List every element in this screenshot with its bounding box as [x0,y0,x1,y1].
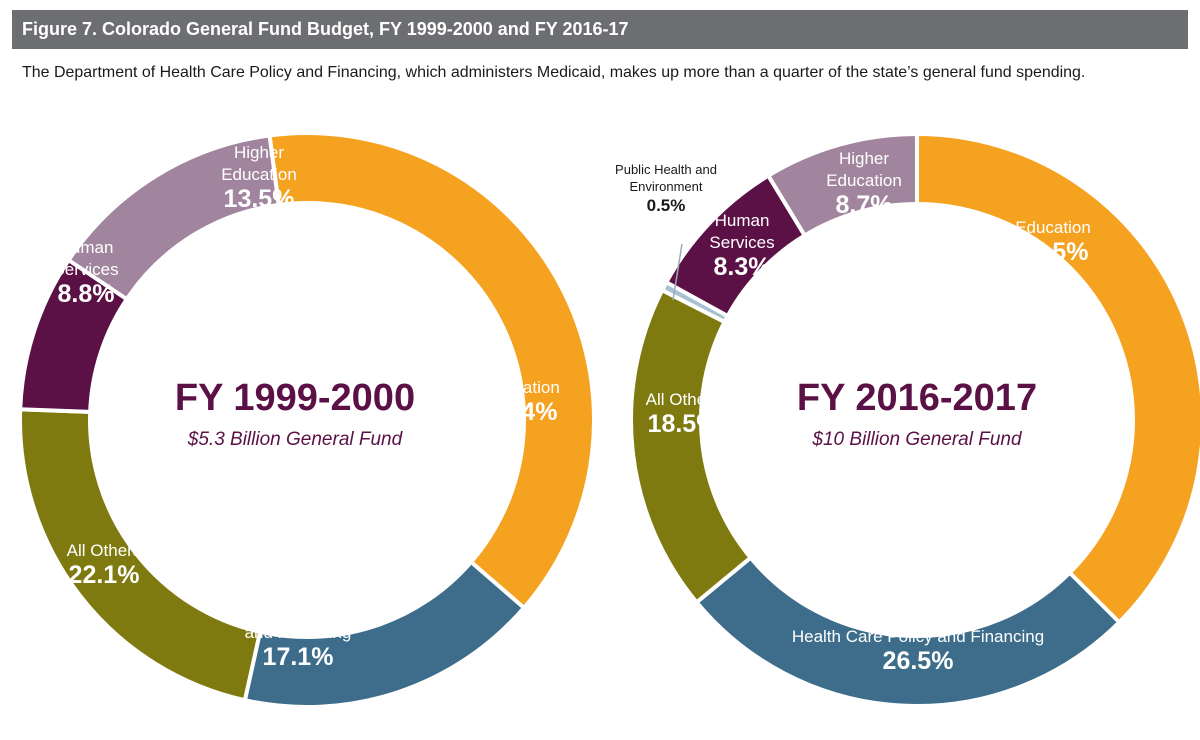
slice-value-all-others: 18.5% [648,410,719,438]
slice-label-human-services: Human [715,211,770,230]
slice-value-education: 38.4% [487,398,558,426]
slice-higher-education [765,131,919,239]
slice-label-all-others: All Others [646,390,721,409]
slice-higher-education [65,133,281,302]
leader-line-public-health [672,243,683,301]
slice-label-higher-education: Higher [234,143,284,162]
slice-label-higher-education: Higher [839,149,889,168]
center-subtitle: $5.3 Billion General Fund [187,429,404,450]
slice-label-public-health-and-environment: Environment [630,179,703,194]
slice-label-education: Education [1015,218,1091,237]
slice-label-all-others: All Others [67,541,142,560]
slice-label-human-services: Services [53,260,118,279]
center-subtitle: $10 Billion General Fund [811,429,1023,450]
slice-label-higher-education: Education [221,165,297,184]
center-title: FY 1999-2000 [175,377,415,419]
slice-education [915,131,1200,626]
slice-value-health-care-policy-and-financing: 17.1% [263,643,334,671]
slice-label-health-care-policy-and-financing: and Financing [245,623,352,642]
slice-value-all-others: 22.1% [69,561,140,589]
slice-value-education: 37.5% [1018,238,1089,266]
slice-value-human-services: 8.3% [714,253,771,281]
slice-label-health-care-policy-and-financing: Health Care Policy [228,601,369,620]
slice-label-human-services: Services [709,233,774,252]
figure-subtitle: The Department of Health Care Policy and… [22,64,1086,81]
center-title: FY 2016-2017 [797,377,1037,419]
slice-value-health-care-policy-and-financing: 26.5% [883,647,954,675]
slice-label-public-health-and-environment: Public Health and [615,162,717,177]
slice-label-higher-education: Education [826,171,902,190]
slice-value-higher-education: 8.7% [836,191,893,219]
slice-value-public-health-and-environment: 0.5% [647,196,686,215]
slice-label-human-services: Human [59,238,114,257]
figure-title: Figure 7. Colorado General Fund Budget, … [12,10,1188,49]
slice-value-human-services: 8.8% [58,280,115,308]
slice-education [267,131,596,611]
slice-value-higher-education: 13.5% [224,185,295,213]
slice-all-others [629,287,754,606]
slice-label-health-care-policy-and-financing: Health Care Policy and Financing [792,627,1044,646]
slice-label-education: Education [484,378,560,397]
